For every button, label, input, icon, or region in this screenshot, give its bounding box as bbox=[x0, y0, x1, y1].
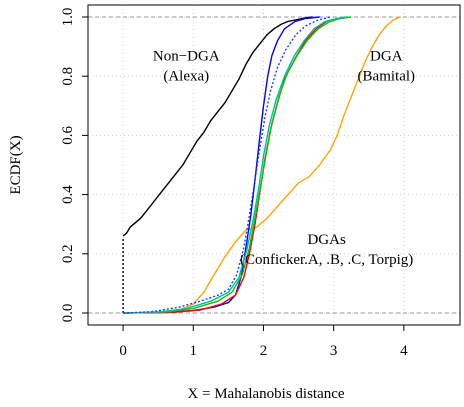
y-tick-label: 0.2 bbox=[60, 244, 76, 263]
annotation-line1: DGA bbox=[370, 48, 403, 64]
ecdf-series-line bbox=[123, 16, 352, 314]
ecdf-series-line bbox=[123, 16, 401, 314]
annotation-line2: (Conficker.A, .B, .C, Torpig) bbox=[240, 252, 413, 268]
y-tick-label: 0.4 bbox=[60, 185, 76, 204]
reference-lines bbox=[88, 16, 460, 314]
x-tick-label: 2 bbox=[260, 343, 268, 359]
annotation-line2: (Bamital) bbox=[358, 68, 415, 84]
ecdf-series bbox=[122, 16, 401, 314]
x-tick-label: 1 bbox=[190, 343, 198, 359]
ecdf-series-line bbox=[122, 16, 313, 237]
x-tick-label: 4 bbox=[400, 343, 408, 359]
annotation-line1: Non−DGA bbox=[153, 48, 220, 64]
annotation-line2: (Alexa) bbox=[163, 68, 209, 84]
y-tick-label: 1.0 bbox=[60, 8, 76, 27]
x-tick-label: 3 bbox=[330, 343, 338, 359]
y-tick-label: 0.6 bbox=[60, 126, 76, 145]
x-axis-title: X = Mahalanobis distance bbox=[187, 386, 345, 402]
y-axis-ticks: 0.0 0.2 0.4 0.6 0.8 1.0 bbox=[60, 8, 88, 323]
ecdf-series-line bbox=[123, 16, 348, 314]
y-tick-label: 0.8 bbox=[60, 67, 76, 86]
plot-frame bbox=[87, 4, 461, 326]
x-axis-ticks: 0 1 2 3 4 bbox=[119, 325, 408, 359]
annotations: Non−DGA (Alexa) DGA (Bamital) DGAs (Conficker… bbox=[153, 48, 415, 268]
x-tick-label: 0 bbox=[119, 343, 127, 359]
ecdf-series-line bbox=[123, 16, 320, 314]
y-axis-title: ECDF(X) bbox=[8, 135, 24, 194]
y-tick-label: 0.0 bbox=[60, 304, 76, 323]
annotation-line1: DGAs bbox=[307, 232, 345, 248]
